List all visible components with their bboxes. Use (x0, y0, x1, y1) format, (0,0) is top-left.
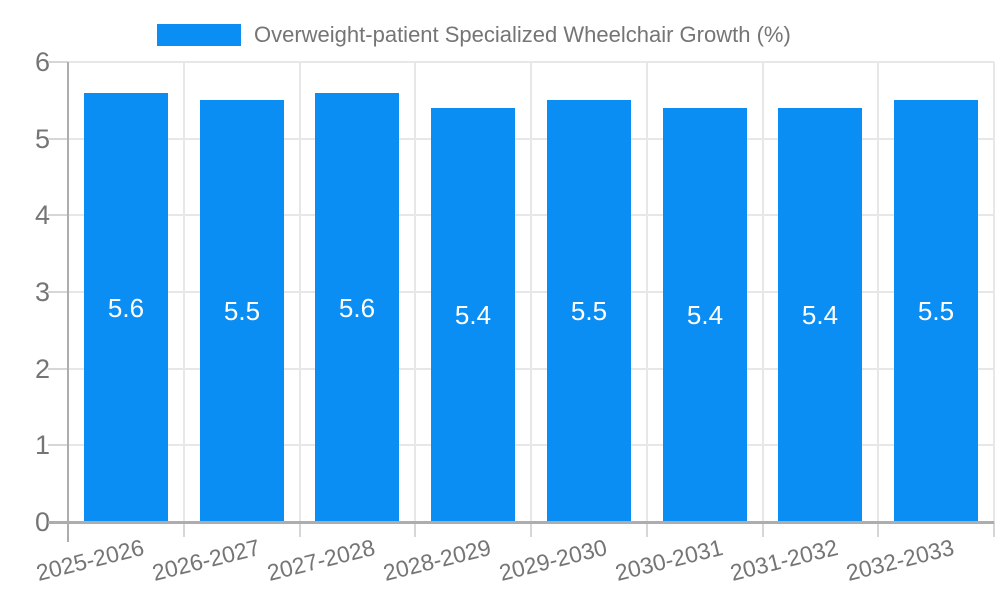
y-axis-tick-label: 2 (34, 353, 50, 384)
gridline-vertical (645, 62, 648, 522)
x-axis-tick (414, 522, 417, 537)
x-axis-tick (530, 522, 532, 537)
bar[interactable]: 5.5 (894, 100, 978, 522)
gridline-vertical (877, 62, 880, 522)
y-axis-line (67, 62, 69, 542)
x-axis-tick (877, 522, 880, 537)
chart-legend[interactable]: Overweight-patient Specialized Wheelchai… (157, 22, 791, 48)
bar[interactable]: 5.5 (547, 100, 631, 522)
gridline-vertical (993, 62, 995, 522)
x-axis-tick (761, 522, 764, 537)
gridline-vertical (761, 62, 764, 522)
bar[interactable]: 5.5 (200, 100, 284, 522)
gridline-vertical (182, 62, 185, 522)
chart-title: Overweight-patient Specialized Wheelchai… (254, 22, 791, 47)
y-axis-tick (48, 291, 68, 293)
y-axis-tick-label: 3 (34, 277, 50, 307)
bar[interactable]: 5.4 (663, 108, 747, 522)
bar-value-label: 5.4 (801, 300, 839, 330)
plot-area: 5.6 5.5 5.6 5.4 5.5 5.4 5.4 5.5 (48, 61, 995, 542)
y-axis-tick-label: 1 (34, 430, 50, 461)
bar-value-label: 5.6 (338, 292, 376, 323)
x-axis-tick (645, 522, 648, 537)
x-axis-line (48, 521, 994, 524)
y-axis-tick (48, 444, 68, 447)
y-axis-tick-label: 4 (34, 200, 50, 231)
bar-value-label: 5.5 (917, 296, 955, 326)
bar-value-label: 5.4 (686, 300, 724, 330)
bar-value-label: 5.5 (223, 296, 261, 326)
bar[interactable]: 5.6 (315, 93, 399, 522)
bar-value-label: 5.5 (570, 296, 608, 326)
x-axis-tick (298, 522, 301, 537)
bar[interactable]: 5.4 (778, 108, 862, 522)
gridline-vertical (298, 62, 301, 522)
gridline-vertical (414, 62, 417, 522)
y-axis-tick-label: 6 (34, 47, 50, 77)
y-axis-tick (48, 61, 68, 63)
y-axis-tick (48, 214, 68, 217)
y-axis-tick-label: 0 (34, 507, 50, 537)
legend-swatch[interactable] (157, 24, 241, 46)
bar[interactable]: 5.6 (84, 93, 168, 522)
bar-value-label: 5.4 (454, 300, 492, 330)
x-axis-tick (993, 522, 995, 537)
y-axis-tick (48, 137, 68, 140)
bar-value-label: 5.6 (107, 292, 145, 323)
gridline-vertical (530, 62, 532, 522)
bar[interactable]: 5.4 (431, 108, 515, 522)
x-axis-tick (182, 522, 185, 537)
y-axis-tick (48, 367, 68, 370)
y-axis-tick-label: 5 (34, 123, 50, 154)
